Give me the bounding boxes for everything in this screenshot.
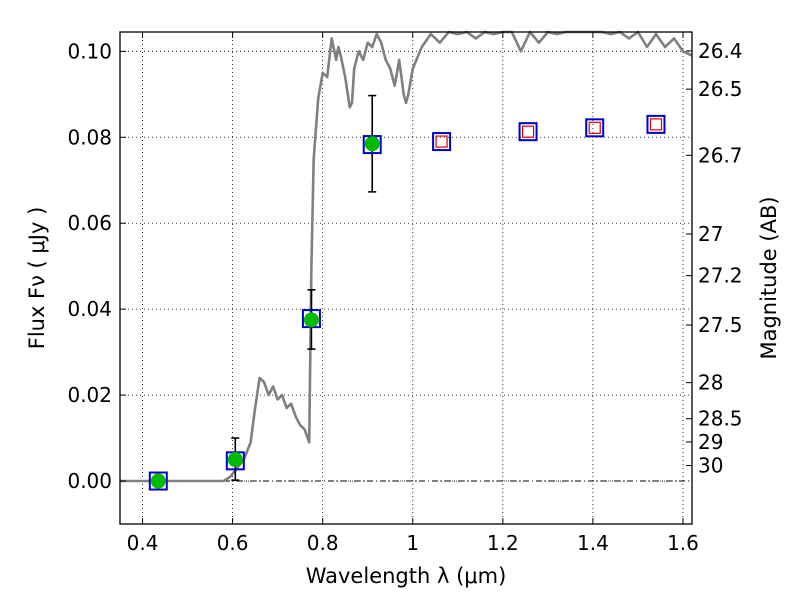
square-marker <box>432 132 452 152</box>
small-square-marker <box>521 125 535 138</box>
y-tick-label: 0.04 <box>67 297 112 321</box>
square-marker <box>646 114 666 134</box>
x-tick-label: 1 <box>406 531 419 555</box>
y-tick-label: 0.02 <box>67 383 112 407</box>
y2-tick-label: 27.2 <box>698 264 743 288</box>
y-axis-ticks: 0.00 0.02 0.04 0.06 0.08 0.10 <box>67 39 126 493</box>
y2-tick-label: 26.5 <box>698 77 743 101</box>
square-marker <box>148 471 168 491</box>
x-axis-label: Wavelength λ (μm) <box>306 564 507 588</box>
square-marker <box>362 135 382 155</box>
y2-tick-label: 27.5 <box>698 313 743 337</box>
y2-tick-label: 26.7 <box>698 143 743 167</box>
small-square-marker <box>649 118 663 131</box>
data-markers <box>148 114 666 491</box>
circle-marker <box>364 136 380 152</box>
square-marker <box>518 122 538 142</box>
y-axis-label: Flux Fν ( μJy ) <box>25 207 49 350</box>
plot-frame <box>119 31 693 525</box>
y2-tick-label: 28 <box>698 371 723 395</box>
y2-tick-label: 28.5 <box>698 407 743 431</box>
circle-marker <box>227 452 243 468</box>
y2-tick-label: 26.4 <box>698 39 743 63</box>
y-tick-label: 0.06 <box>67 211 112 235</box>
y-tick-label: 0.00 <box>67 469 112 493</box>
x-tick-label: 1.2 <box>487 531 519 555</box>
y-tick-label: 0.08 <box>67 125 112 149</box>
circle-marker <box>303 312 319 328</box>
x-tick-label: 0.6 <box>217 531 249 555</box>
plot-background <box>120 32 692 524</box>
y2-axis-label: Magnitude (AB) <box>757 196 781 359</box>
square-marker <box>585 118 605 138</box>
x-tick-label: 1.4 <box>577 531 609 555</box>
x-tick-label: 0.8 <box>307 531 339 555</box>
small-square-marker <box>435 135 448 148</box>
y2-tick-label: 27 <box>698 222 723 246</box>
x-axis-ticks: 0.4 0.6 0.8 1 1.2 1.4 1.6 <box>127 32 699 555</box>
y2-tick-label: 30 <box>698 454 723 478</box>
small-square-marker <box>588 121 601 134</box>
circle-marker <box>150 473 166 489</box>
x-tick-label: 0.4 <box>127 531 159 555</box>
x-tick-label: 1.6 <box>667 531 699 555</box>
y2-tick-label: 29 <box>698 430 723 454</box>
y-tick-label: 0.10 <box>67 39 112 63</box>
